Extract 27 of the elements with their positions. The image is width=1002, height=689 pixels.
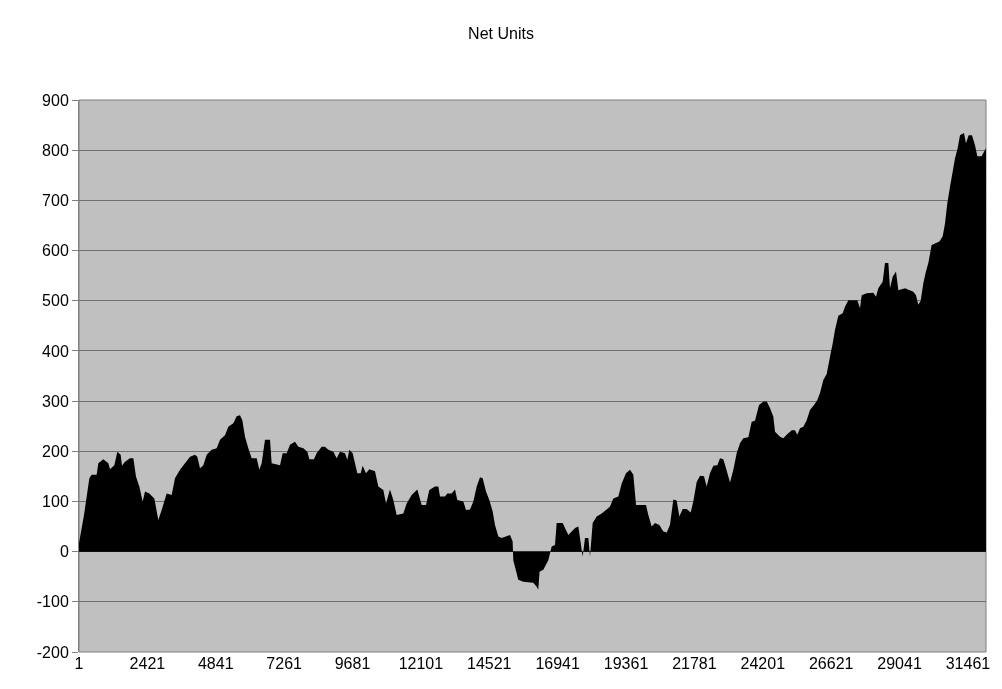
x-tick-label: 14521 xyxy=(467,655,512,672)
y-tick-label: 200 xyxy=(42,442,69,460)
y-tick-label: 800 xyxy=(42,141,69,159)
x-tick-label: 7261 xyxy=(266,655,303,672)
x-tick-label: 1 xyxy=(74,655,84,672)
y-tick-label: 500 xyxy=(42,292,69,310)
y-tick-label: 300 xyxy=(42,392,69,410)
x-tick-label: 12101 xyxy=(398,655,444,672)
x-tick-label: 4841 xyxy=(197,655,234,672)
y-tick-label: 100 xyxy=(42,493,69,511)
x-tick-label: 24201 xyxy=(740,655,786,672)
x-tick-label: 31461 xyxy=(945,655,991,672)
y-tick-label: -100 xyxy=(36,593,69,611)
y-tick-label: 700 xyxy=(42,191,69,209)
x-tick-label: 9681 xyxy=(334,655,371,672)
y-tick-label: -200 xyxy=(36,643,69,661)
x-tick-label: 26621 xyxy=(808,655,854,672)
x-tick-label: 21781 xyxy=(672,655,717,672)
y-tick-label: 900 xyxy=(42,91,69,109)
y-tick-label: 600 xyxy=(42,242,69,260)
x-tick-label: 19361 xyxy=(603,655,649,672)
y-tick-label: 400 xyxy=(42,342,69,360)
x-tick-label: 2421 xyxy=(129,655,166,672)
y-tick-label: 0 xyxy=(59,543,69,561)
x-tick-label: 16941 xyxy=(535,655,580,672)
x-tick-label: 29041 xyxy=(877,655,922,672)
chart-title: Net Units xyxy=(468,24,534,42)
